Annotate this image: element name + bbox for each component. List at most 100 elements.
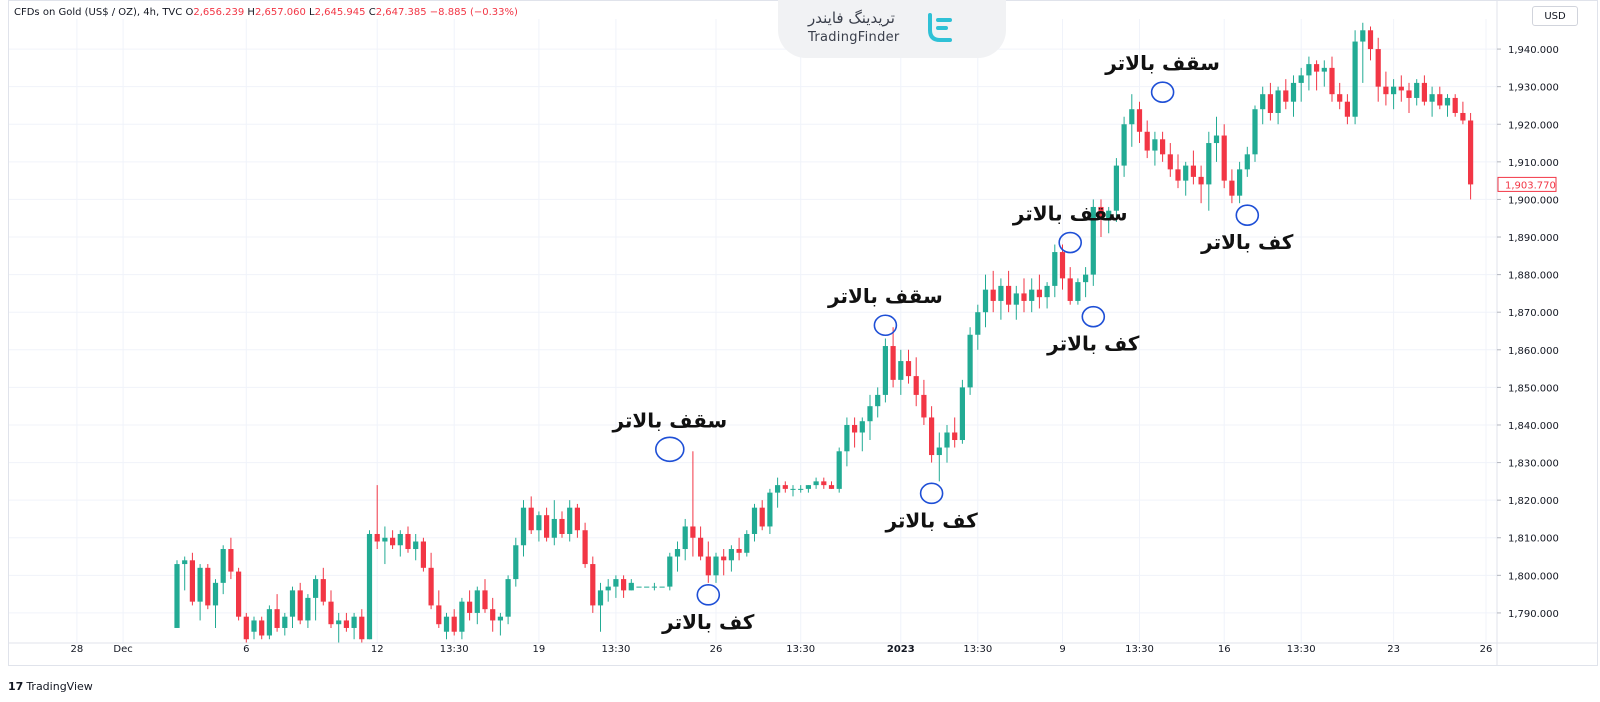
- y-tick-label: 1,850.000: [1508, 383, 1559, 394]
- candle-body: [805, 485, 811, 489]
- x-tick-label: 12: [371, 644, 384, 655]
- candle-body: [613, 579, 619, 587]
- candle-body: [236, 571, 242, 617]
- candle-body: [1244, 154, 1250, 170]
- currency-selector[interactable]: USD: [1532, 6, 1578, 26]
- candle-body: [936, 447, 942, 456]
- candle-body: [1121, 124, 1127, 166]
- candle-body: [890, 346, 896, 380]
- candle-body: [705, 556, 711, 576]
- candle-body: [282, 616, 288, 628]
- candle-body: [736, 549, 742, 553]
- x-tick-label: Dec: [113, 644, 132, 655]
- candle-body: [459, 601, 465, 632]
- candle-body: [674, 549, 681, 557]
- high-value: 2,657.060: [254, 7, 306, 18]
- y-tick-label: 1,810.000: [1508, 534, 1559, 545]
- candle-body: [305, 597, 311, 621]
- candle-body: [821, 481, 827, 486]
- higher-high-marker: [1150, 81, 1175, 103]
- higher-low-label: کف بالاتر: [1046, 332, 1140, 356]
- x-tick-label: 16: [1218, 644, 1231, 655]
- candle-body: [490, 609, 496, 621]
- candle-body: [728, 549, 734, 561]
- x-tick-label: 19: [533, 644, 546, 655]
- y-tick-label: 1,870.000: [1508, 308, 1559, 319]
- candle-body: [289, 590, 296, 617]
- x-tick-label: 23: [1387, 644, 1400, 655]
- candle-body: [1190, 165, 1196, 177]
- symbol-info: CFDs on Gold (US$ / OZ), 4h, TVC O2,656.…: [14, 7, 518, 18]
- open-label: O: [185, 7, 194, 18]
- candle-body: [520, 507, 527, 546]
- candle-body: [420, 541, 426, 568]
- candle-body: [1183, 165, 1189, 181]
- candle-body: [644, 586, 650, 588]
- candle-body: [474, 590, 480, 613]
- candle-body: [505, 579, 511, 617]
- higher-low-marker: [1235, 204, 1260, 226]
- candle-body: [875, 394, 881, 407]
- candle-body: [1275, 90, 1281, 113]
- higher-high-label: سقف بالاتر: [827, 284, 943, 308]
- x-tick-label: 13:30: [786, 644, 815, 655]
- y-tick-label: 1,920.000: [1508, 120, 1559, 131]
- candle-body: [328, 601, 334, 625]
- x-tick-label: 13:30: [440, 644, 469, 655]
- candle-body: [597, 590, 604, 606]
- candle-body: [374, 533, 380, 542]
- close-value: 2,647.385: [375, 7, 427, 18]
- candle-body: [397, 533, 403, 546]
- candle-body: [959, 387, 965, 441]
- candle-body: [1260, 94, 1266, 110]
- candle-body: [982, 289, 989, 313]
- candle-body: [798, 488, 804, 490]
- symbol-name: CFDs on Gold (US$ / OZ), 4h, TVC: [14, 7, 183, 18]
- candle-body: [443, 616, 450, 632]
- candle-body: [1213, 135, 1220, 144]
- high-label: H: [247, 7, 255, 18]
- candle-body: [567, 507, 573, 534]
- candle-body: [852, 424, 858, 433]
- candle-body: [1398, 86, 1404, 91]
- candle-body: [1144, 131, 1150, 151]
- tradingview-mark-icon: 17: [8, 680, 24, 693]
- brand-name-en: TradingFinder: [808, 30, 900, 45]
- annotations: سقف بالاتر کف بالاتر سقف بالاتر کف بالاتر سق…: [611, 51, 1293, 634]
- x-tick-label: 13:30: [601, 644, 630, 655]
- candle-body: [1290, 82, 1297, 102]
- higher-high-label: سقف بالاتر: [611, 408, 727, 432]
- candle-body: [266, 609, 272, 636]
- change-value: −8.885 (−0.33%): [429, 7, 518, 18]
- x-tick-label: 13:30: [1125, 644, 1154, 655]
- higher-high-marker: [1058, 231, 1082, 254]
- candle-body: [1160, 139, 1166, 155]
- candle-body: [651, 586, 657, 588]
- candles: [174, 22, 1474, 643]
- candle-body: [690, 526, 696, 538]
- candle-body: [1167, 154, 1173, 170]
- candle-body: [998, 285, 1004, 301]
- candle-body: [1329, 67, 1335, 95]
- candle-body: [497, 616, 503, 621]
- candle-body: [382, 537, 388, 542]
- y-tick-label: 1,890.000: [1508, 233, 1559, 244]
- brand-logo-icon: [928, 13, 952, 42]
- last-price-badge: [1497, 176, 1557, 192]
- candle-body: [682, 526, 688, 550]
- low-value: 2,645.945: [314, 7, 366, 18]
- candle-body: [836, 451, 842, 489]
- candle-body: [528, 507, 534, 531]
- tradingview-logo: 17 TradingView: [8, 680, 93, 693]
- candle-body: [343, 620, 349, 628]
- y-tick-label: 1,910.000: [1508, 158, 1559, 169]
- candle-body: [1383, 86, 1389, 95]
- candle-body: [174, 564, 180, 628]
- candle-body: [859, 421, 865, 433]
- candle-body: [1429, 94, 1435, 102]
- last-price-label: 1,903.770: [1505, 180, 1556, 191]
- candle-body: [1052, 252, 1058, 286]
- candle-body: [929, 417, 935, 456]
- x-tick-label: 6: [243, 644, 249, 655]
